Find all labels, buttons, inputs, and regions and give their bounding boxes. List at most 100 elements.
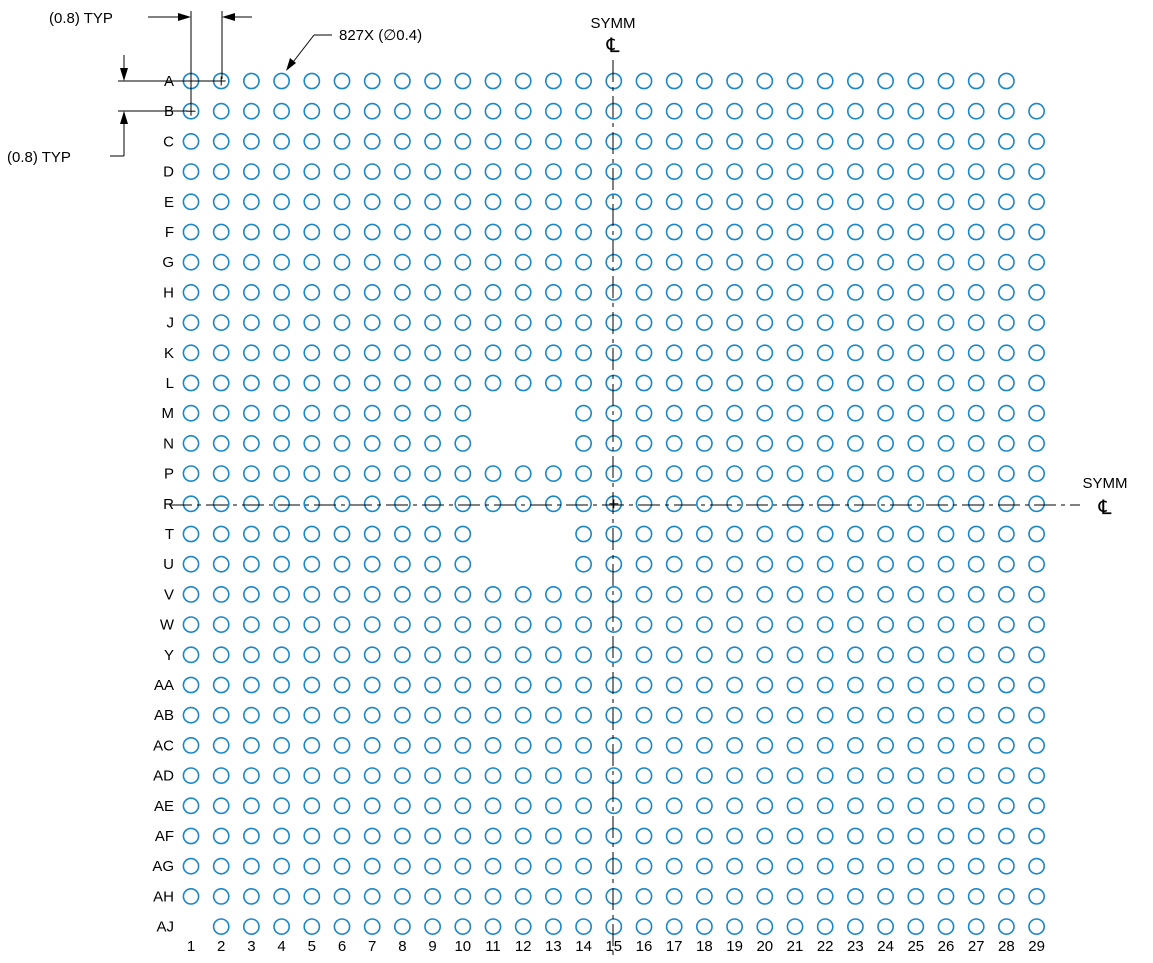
pad (847, 223, 864, 241)
pad (756, 646, 774, 664)
pad (967, 767, 985, 784)
column-label: 4 (277, 938, 285, 955)
pad (877, 706, 894, 724)
pad (907, 404, 925, 422)
pad (212, 283, 230, 301)
pad (635, 676, 653, 694)
pad (967, 223, 985, 241)
pad (967, 525, 985, 543)
pad (605, 314, 623, 331)
pad (665, 72, 683, 90)
pad (212, 857, 230, 875)
pad (665, 646, 683, 664)
pad (333, 344, 351, 362)
pad (484, 737, 502, 754)
pad (696, 918, 713, 935)
pitch-left-label: (0.8) TYP (7, 149, 71, 166)
pad (454, 616, 472, 633)
pad (182, 888, 200, 905)
pad (937, 555, 955, 573)
pad (212, 706, 230, 724)
pad (726, 344, 743, 362)
pad (212, 676, 230, 694)
row-label: K (164, 345, 174, 362)
pad (998, 646, 1015, 664)
pad (998, 555, 1015, 573)
pad (212, 495, 230, 513)
pad (454, 646, 472, 664)
pad (756, 72, 774, 90)
pad (424, 404, 441, 422)
pad (1028, 586, 1045, 603)
pad (696, 465, 713, 482)
pad (967, 344, 985, 362)
pad (847, 434, 864, 452)
pad (726, 797, 743, 815)
pad (514, 646, 532, 664)
pad (786, 434, 804, 452)
pad (726, 193, 743, 211)
pad (998, 676, 1015, 694)
pad (877, 737, 894, 754)
pad (967, 132, 985, 150)
pad (242, 888, 260, 905)
pad (212, 344, 230, 362)
pad (303, 646, 321, 664)
pad (454, 223, 472, 241)
pad (967, 857, 985, 875)
pad (273, 767, 290, 784)
pad (242, 374, 260, 392)
pad (303, 706, 321, 724)
pad (393, 465, 411, 482)
pad (665, 253, 683, 271)
pad (1028, 737, 1045, 754)
pad (393, 706, 411, 724)
pad (665, 223, 683, 241)
pad (967, 737, 985, 754)
pad (816, 404, 834, 422)
pad (635, 223, 653, 241)
pad (575, 706, 592, 724)
pad (847, 193, 864, 211)
pad (303, 797, 321, 815)
pad (545, 223, 562, 241)
pad (877, 797, 894, 815)
pad (212, 465, 230, 482)
pad (635, 465, 653, 482)
pad (998, 132, 1015, 150)
pad (484, 223, 502, 241)
pad (998, 918, 1015, 935)
pad (756, 586, 774, 603)
pad (575, 102, 592, 120)
pad (424, 253, 441, 271)
pad (575, 616, 592, 633)
pad (635, 283, 653, 301)
pad (273, 706, 290, 724)
pad (454, 72, 472, 90)
pad (273, 72, 290, 90)
pad (816, 374, 834, 392)
pad (424, 193, 441, 211)
pad (665, 102, 683, 120)
pad (816, 314, 834, 331)
pad (303, 102, 321, 120)
pad (998, 706, 1015, 724)
pad (575, 465, 592, 482)
pad (635, 918, 653, 935)
pad (726, 163, 743, 180)
pad (424, 525, 441, 543)
pad (726, 404, 743, 422)
pad (907, 616, 925, 633)
pad (726, 374, 743, 392)
pad (484, 163, 502, 180)
pad (273, 314, 290, 331)
row-label: V (164, 586, 174, 603)
pad (967, 888, 985, 905)
pad (393, 314, 411, 331)
pad (575, 737, 592, 754)
column-label: 10 (454, 938, 471, 955)
pad (363, 314, 381, 331)
pad (242, 767, 260, 784)
pad (575, 857, 592, 875)
